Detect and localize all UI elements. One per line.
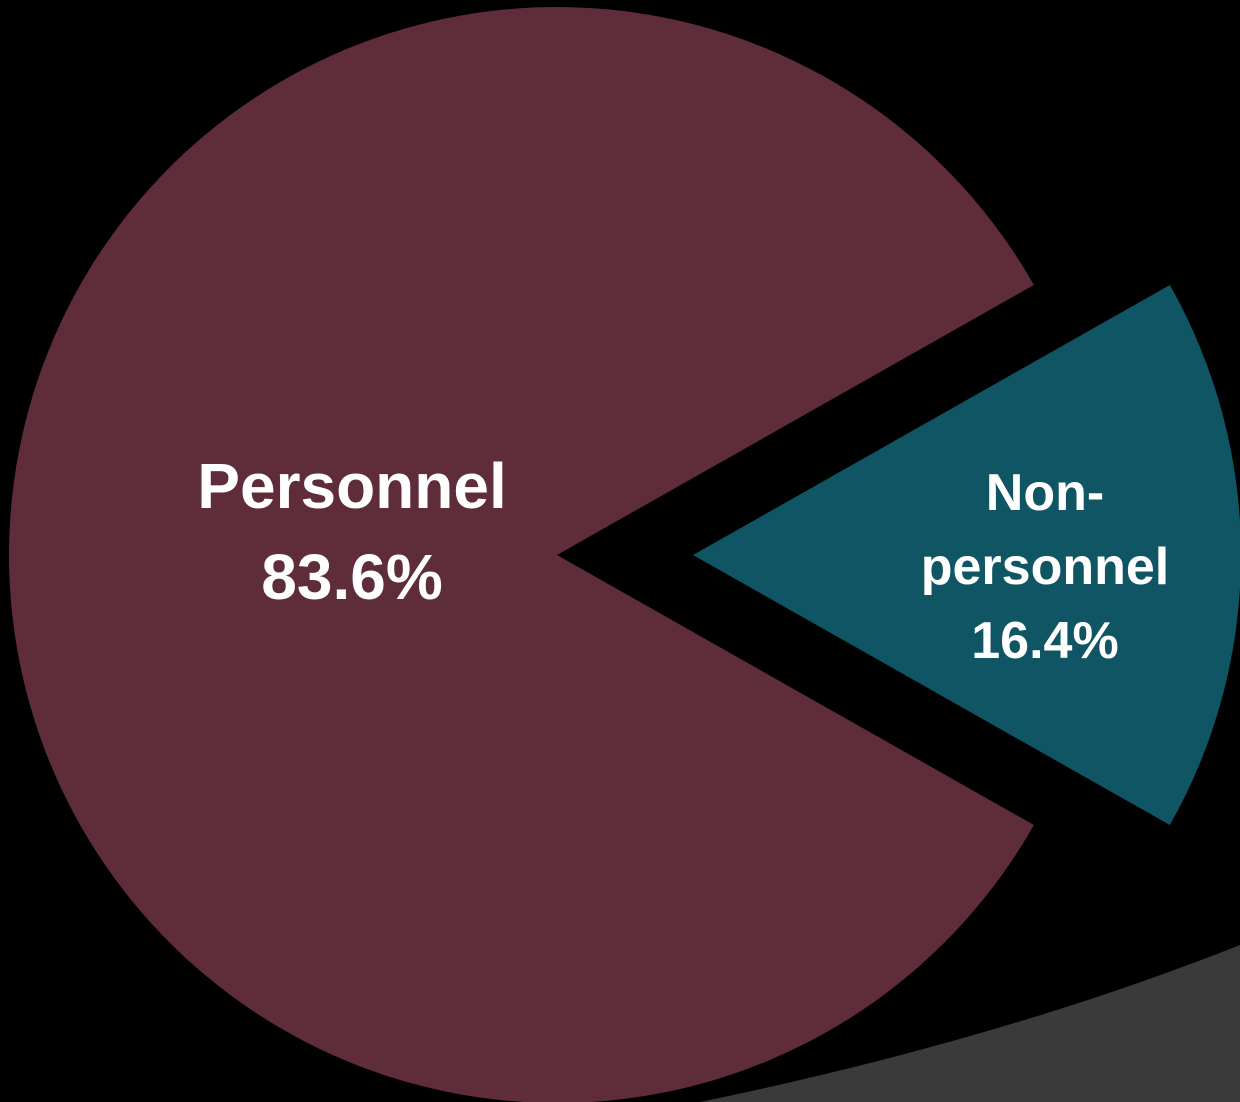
slice-label-non-personnel-pct: 16.4% bbox=[971, 612, 1118, 670]
background-swoosh bbox=[700, 945, 1240, 1102]
slice-label-personnel-pct: 83.6% bbox=[261, 541, 442, 613]
slice-label-non-personnel-name-1: Non- bbox=[986, 464, 1104, 522]
pie-slice-non-personnel bbox=[693, 284, 1240, 826]
pie-slice-personnel bbox=[8, 7, 1034, 1102]
slice-label-personnel-name: Personnel bbox=[197, 450, 506, 522]
slice-label-non-personnel-name-2: personnel bbox=[921, 538, 1170, 596]
slice-label-personnel: Personnel 83.6% bbox=[197, 450, 506, 613]
slice-label-non-personnel: Non- personnel 16.4% bbox=[921, 464, 1170, 670]
